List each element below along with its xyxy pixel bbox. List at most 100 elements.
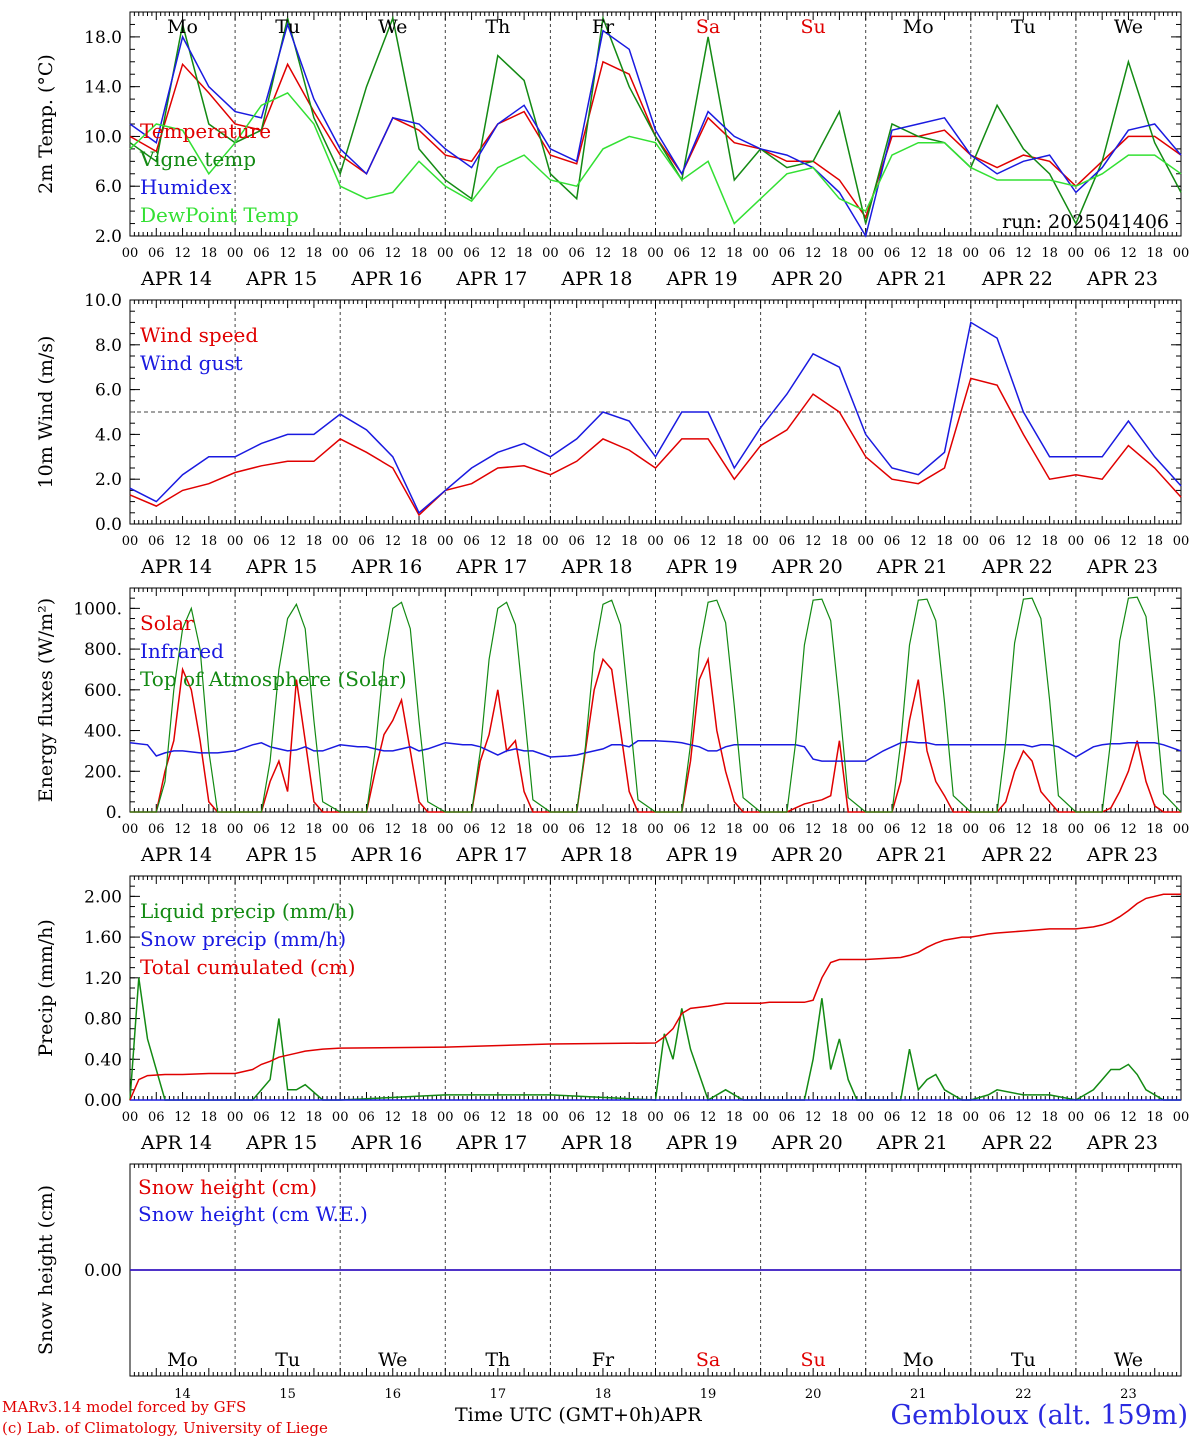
weekday-label-bottom: Mo [167,1349,198,1371]
hour-tick-label: 18 [1041,246,1058,261]
hour-tick-label: 06 [463,1110,480,1125]
y-tick-label: 18.0 [84,28,122,48]
weekday-label-top: Su [801,16,826,38]
hour-tick-label: 12 [595,246,612,261]
y-tick-label: 0.40 [84,1050,122,1070]
hour-tick-label: 06 [1094,246,1111,261]
hour-tick-label: 06 [674,246,691,261]
hour-tick-label: 12 [1120,534,1137,549]
y-tick-label: 6.0 [95,381,122,401]
hour-tick-label: 00 [542,822,559,837]
hour-tick-label: 12 [1015,822,1032,837]
hour-tick-label: 00 [227,1110,244,1125]
hour-tick-label: 12 [174,1110,191,1125]
hour-tick-label: 06 [779,822,796,837]
hour-tick-label: 18 [936,534,953,549]
hour-tick-label: 18 [1041,1110,1058,1125]
hour-tick-label: 12 [490,534,507,549]
hour-tick-label: 00 [332,1110,349,1125]
hour-tick-label: 18 [201,246,218,261]
hour-tick-label: 06 [568,534,585,549]
weekday-label-top: Mo [903,16,934,38]
hour-tick-label: 00 [857,246,874,261]
hour-tick-label: 06 [884,534,901,549]
hour-tick-label: 18 [411,1110,428,1125]
hour-tick-label: 00 [437,1110,454,1125]
legend-entry: Total cumulated (cm) [140,955,356,979]
hour-tick-label: 18 [411,822,428,837]
weekday-label-top: Tu [1011,16,1036,38]
date-label: APR 21 [876,268,948,290]
y-tick-label: 4.0 [95,425,122,445]
hour-tick-label: 18 [621,822,638,837]
hour-tick-label: 12 [595,822,612,837]
hour-tick-label: 12 [490,246,507,261]
hour-tick-label: 06 [989,246,1006,261]
hour-tick-label: 00 [1068,246,1085,261]
weekday-label-top: We [378,16,407,38]
hour-tick-label: 12 [910,246,927,261]
hour-tick-label: 18 [936,246,953,261]
hour-tick-label: 06 [358,246,375,261]
date-label: APR 16 [350,1132,422,1154]
day-number-label: 20 [805,1387,822,1402]
date-label: APR 22 [981,268,1053,290]
hour-tick-label: 12 [700,822,717,837]
hour-tick-label: 18 [1146,246,1163,261]
hour-tick-label: 12 [279,1110,296,1125]
series-line-humidex [129,21,1182,238]
hour-tick-label: 00 [542,534,559,549]
hour-tick-label: 00 [122,246,139,261]
hour-tick-label: 12 [490,822,507,837]
date-label: APR 22 [981,844,1053,866]
date-label: APR 20 [771,268,843,290]
hour-tick-label: 18 [726,534,743,549]
hour-tick-label: 06 [463,534,480,549]
weekday-label-bottom: Mo [903,1349,934,1371]
day-number-label: 15 [279,1387,296,1402]
hour-tick-label: 18 [726,1110,743,1125]
hour-tick-label: 12 [279,822,296,837]
y-axis-label-snow: Snow height (cm) [35,1185,57,1355]
hour-tick-label: 18 [1041,534,1058,549]
legend-entry: DewPoint Temp [140,203,299,227]
hour-tick-label: 00 [1068,534,1085,549]
hour-tick-label: 06 [1094,1110,1111,1125]
y-tick-label: 1.60 [84,928,122,948]
hour-tick-label: 00 [963,534,980,549]
date-label: APR 23 [1086,268,1158,290]
hour-tick-label: 00 [647,822,664,837]
series-line-vigne-temp [129,15,1182,226]
date-label: APR 21 [876,844,948,866]
hour-tick-label: 18 [831,1110,848,1125]
date-label: APR 18 [560,844,632,866]
hour-tick-label: 00 [122,534,139,549]
hour-tick-label: 18 [411,534,428,549]
hour-tick-label: 00 [963,1110,980,1125]
series-line-infrared [129,739,1182,762]
hour-tick-label: 18 [1041,822,1058,837]
legend-entry: Top of Atmosphere (Solar) [140,667,407,691]
legend-entry: Snow height (cm) [138,1175,317,1199]
hour-tick-label: 12 [384,822,401,837]
hour-tick-label: 12 [910,1110,927,1125]
hour-tick-label: 18 [411,246,428,261]
hour-tick-label: 06 [253,822,270,837]
day-number-label: 22 [1015,1387,1032,1402]
date-label: APR 17 [455,1132,527,1154]
hour-tick-label: 12 [595,534,612,549]
hour-tick-label: 18 [621,1110,638,1125]
hour-tick-label: 18 [831,246,848,261]
weekday-label-top: We [1114,16,1143,38]
y-tick-label: 0. [106,803,122,823]
y-tick-label: 800. [84,640,122,660]
hour-tick-label: 06 [674,534,691,549]
y-tick-label: 0.80 [84,1010,122,1030]
hour-tick-label: 18 [306,246,323,261]
series-line-top-of-atmosphere-solar- [130,596,1182,813]
legend-entry: Snow precip (mm/h) [140,927,346,951]
hour-tick-label: 12 [490,1110,507,1125]
hour-tick-label: 00 [227,246,244,261]
legend-entry: Vigne temp [139,147,256,171]
hour-tick-label: 06 [989,534,1006,549]
